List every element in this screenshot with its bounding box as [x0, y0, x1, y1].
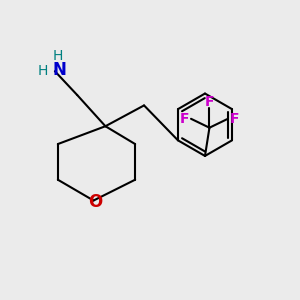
Text: H: H	[53, 50, 63, 63]
Text: F: F	[205, 95, 214, 109]
Text: N: N	[52, 61, 66, 79]
Text: H: H	[38, 64, 48, 78]
Text: F: F	[180, 112, 189, 126]
Text: O: O	[88, 193, 102, 211]
Text: F: F	[230, 112, 239, 126]
